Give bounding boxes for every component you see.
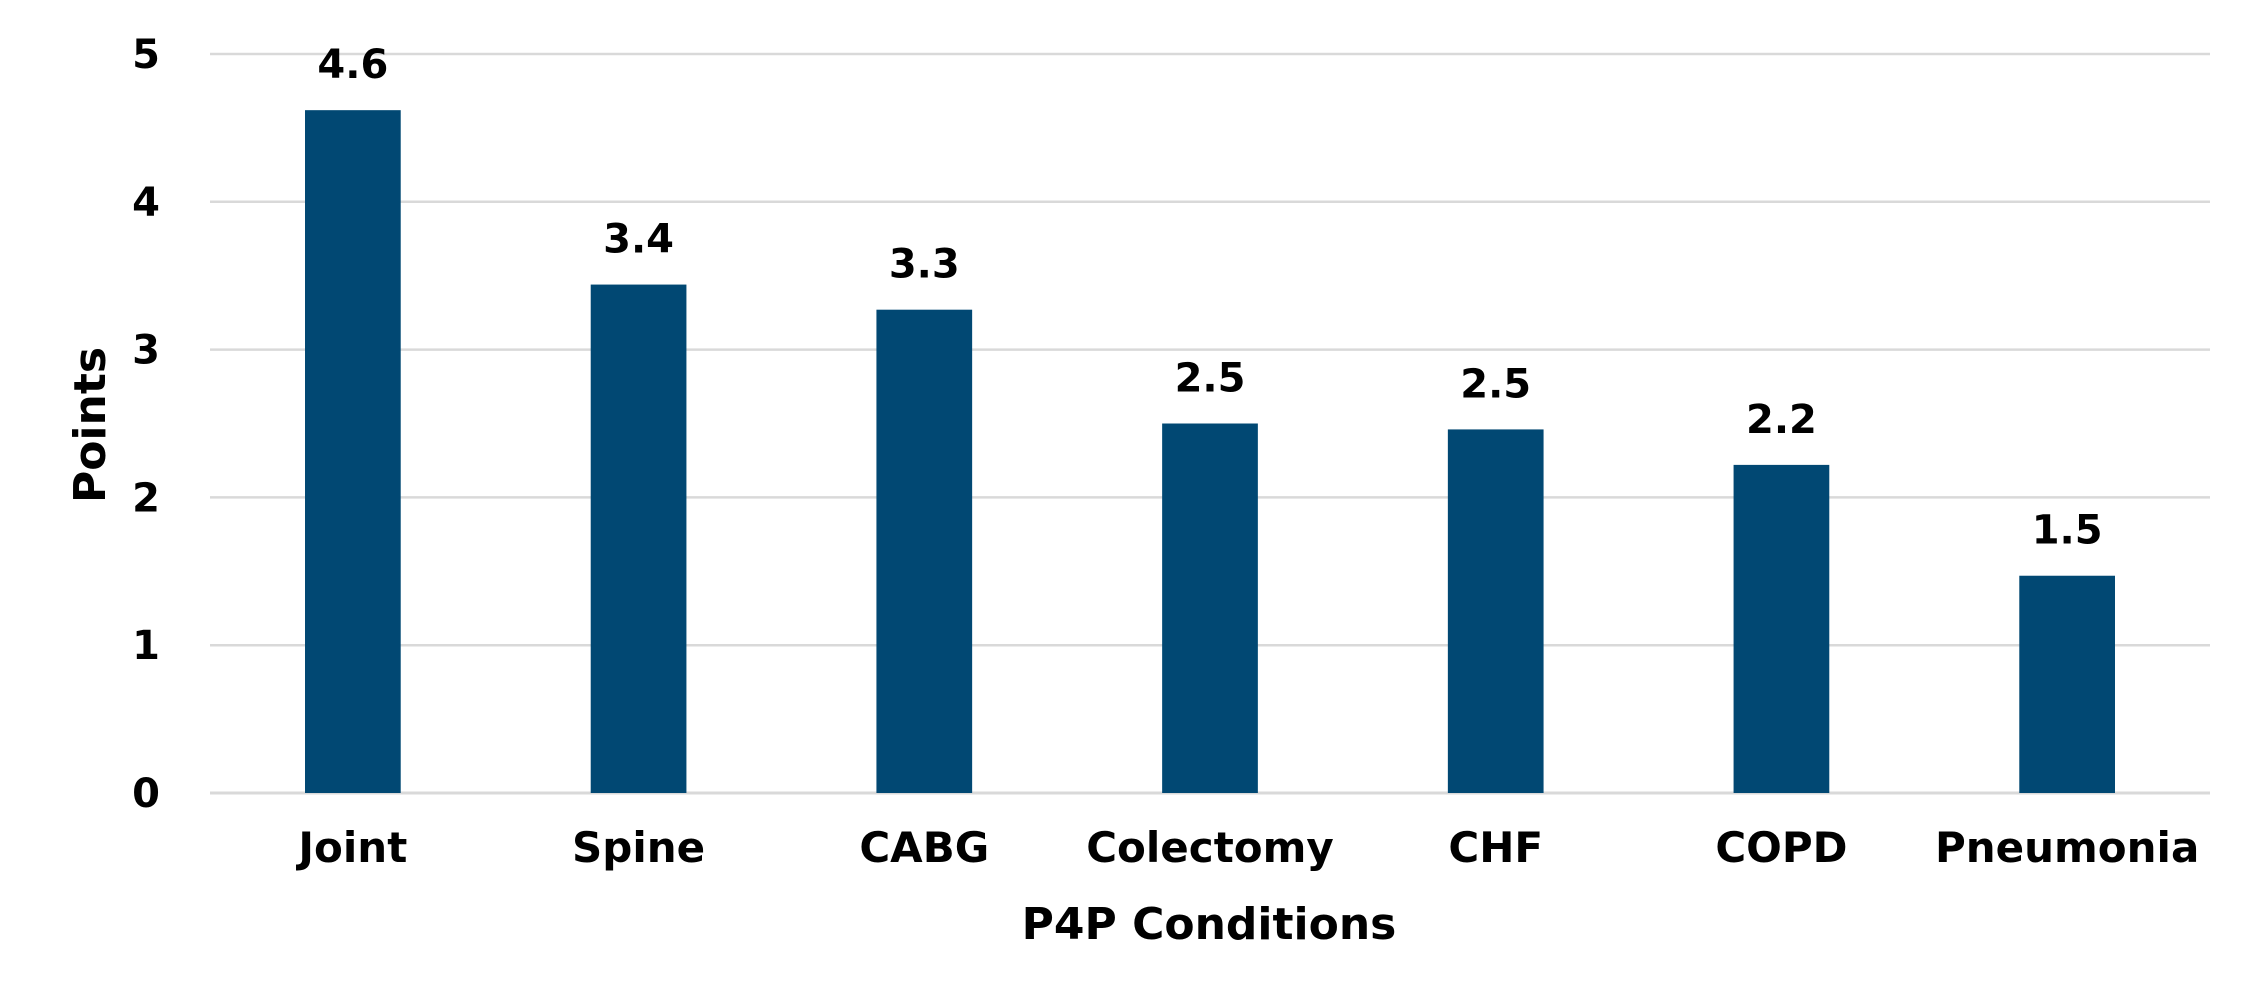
data-label: 4.6 (317, 42, 388, 88)
bar (1447, 429, 1544, 793)
bar (1733, 464, 1830, 793)
x-tick-label: Spine (572, 823, 705, 872)
y-tick-label: 3 (132, 328, 160, 374)
y-axis-title: Points (65, 347, 116, 503)
y-tick-label: 2 (132, 475, 160, 521)
x-tick-label: CABG (859, 823, 989, 872)
data-label: 2.5 (1175, 356, 1246, 402)
x-tick-label: Joint (295, 823, 407, 872)
x-tick-label: Pneumonia (1935, 823, 2199, 872)
x-tick-label: CHF (1448, 823, 1543, 872)
y-tick-label: 0 (132, 771, 160, 817)
label-layer: 0 1 2 3 4 5 4.6 Joint 3.4 Spine 3.3 CABG 2.5 Colectom… (132, 32, 2199, 872)
bar (2019, 575, 2115, 793)
y-tick-label: 4 (132, 180, 160, 226)
bar (876, 309, 973, 793)
data-label: 3.3 (889, 242, 960, 288)
data-label: 2.2 (1746, 397, 1817, 443)
x-tick-label: COPD (1715, 823, 1847, 872)
x-tick-label: Colectomy (1086, 823, 1334, 872)
data-label: 3.4 (603, 217, 674, 263)
bar (1162, 423, 1258, 793)
y-tick-label: 1 (132, 623, 160, 669)
bar (305, 110, 401, 793)
data-label: 1.5 (2032, 508, 2103, 554)
y-tick-label: 5 (132, 32, 160, 78)
x-axis-title: P4P Conditions (1022, 899, 1397, 950)
data-label: 2.5 (1460, 361, 1531, 407)
bar-layer (305, 110, 2115, 793)
bar (590, 284, 687, 793)
